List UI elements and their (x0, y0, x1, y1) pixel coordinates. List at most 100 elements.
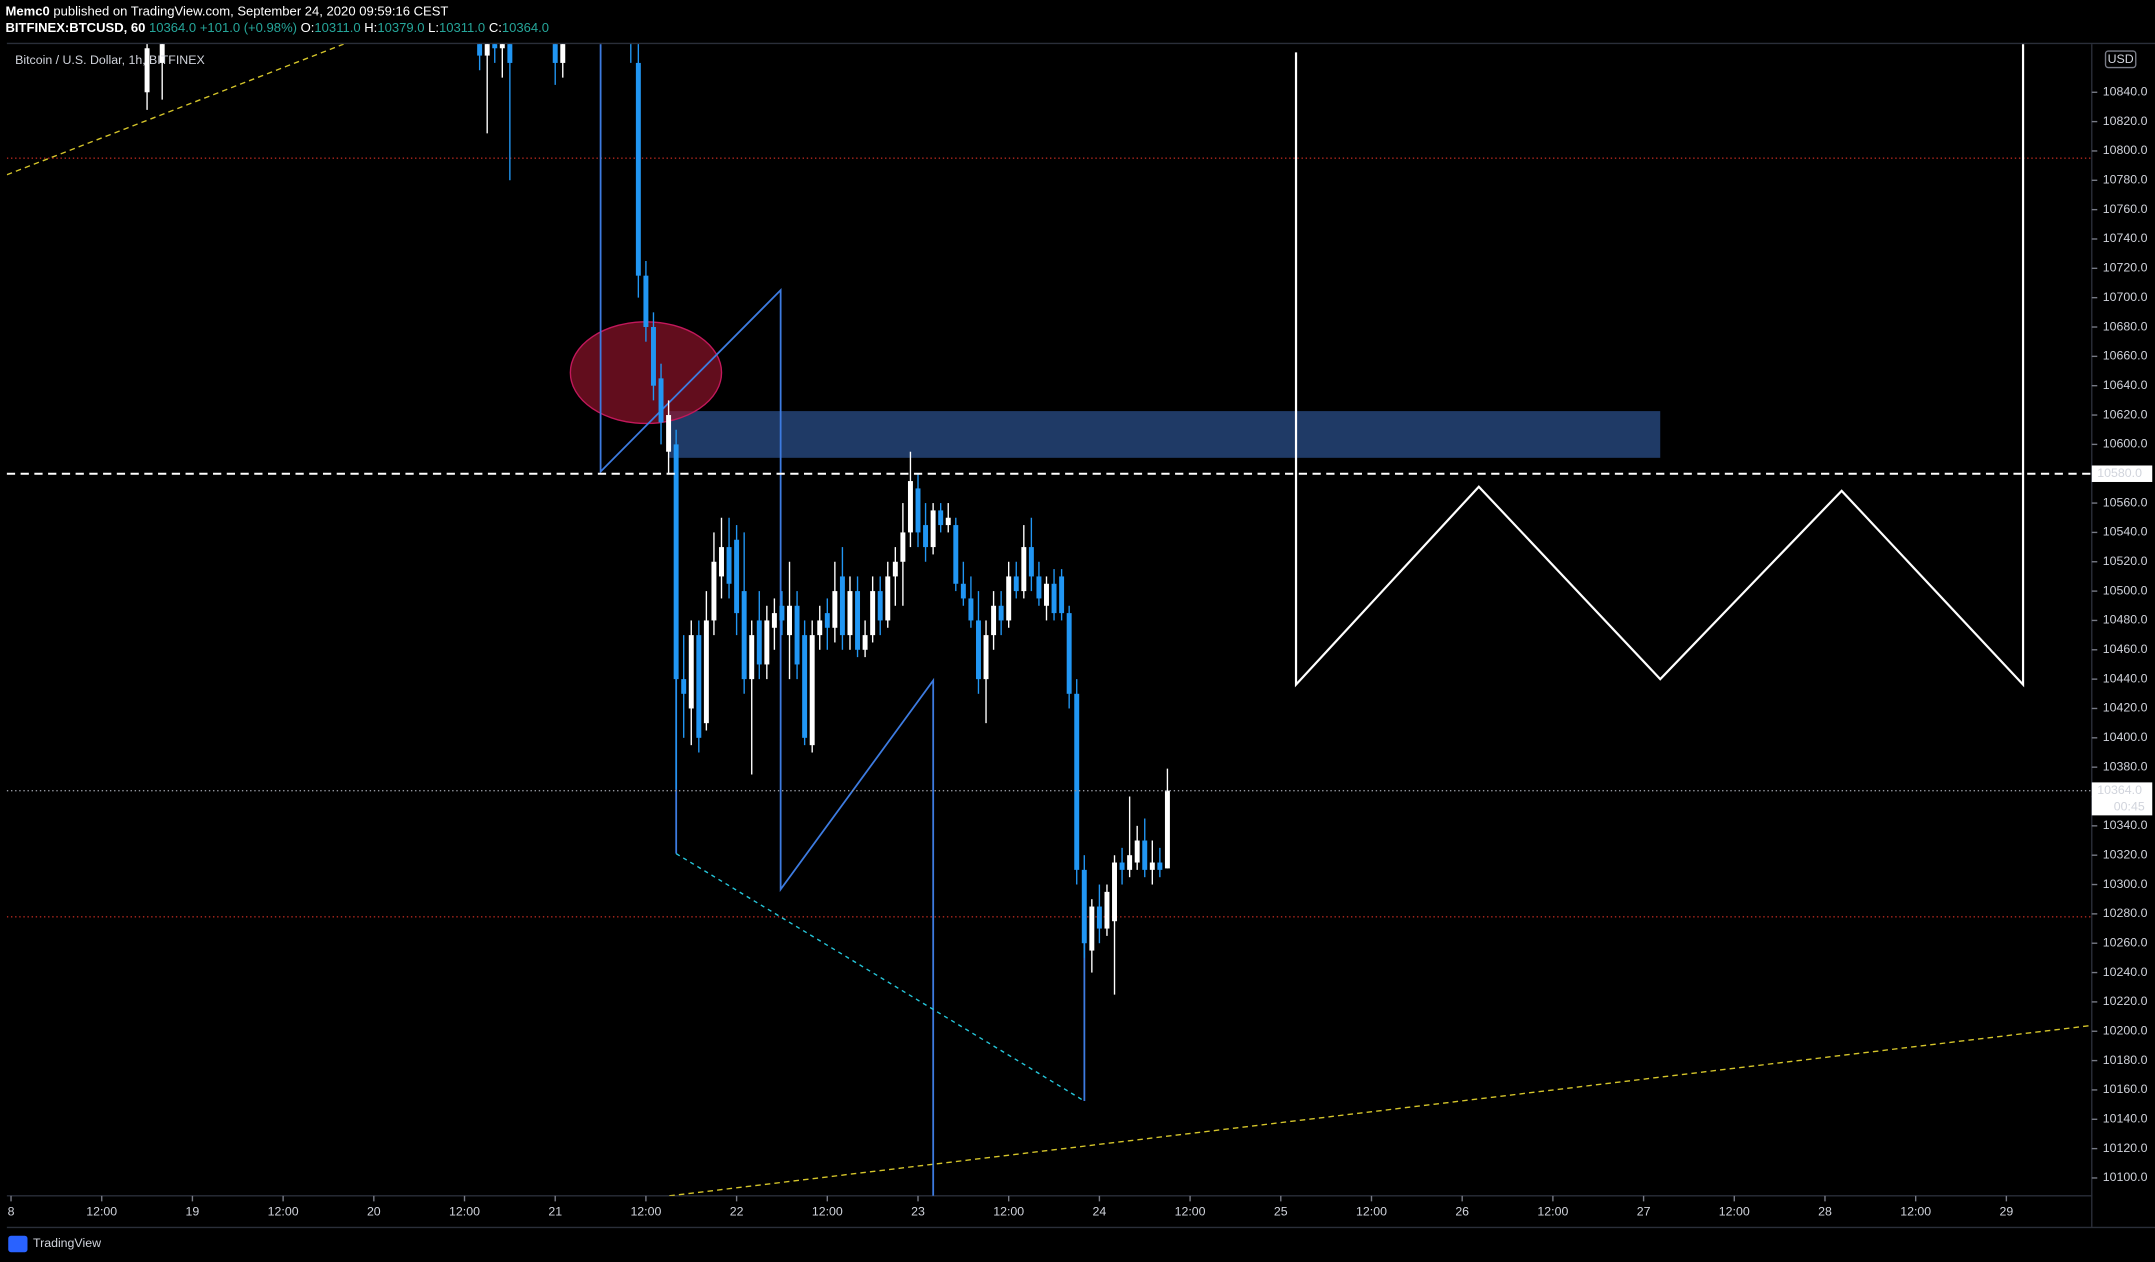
y-tick-label: 10100.0 (2103, 1170, 2148, 1184)
candle-body (923, 525, 929, 548)
candle-body (1096, 906, 1102, 929)
candle-body (484, 44, 490, 56)
candle-body (726, 547, 732, 584)
y-tick-label: 10640.0 (2103, 378, 2148, 392)
pattern-line (675, 853, 1085, 1102)
x-tick-label: 8 (8, 1205, 15, 1219)
candle-body (794, 605, 800, 665)
candle-body (817, 620, 823, 636)
candle-body (764, 620, 770, 665)
candle-body (1044, 583, 1049, 606)
ohlc-value: 10311.0 (439, 20, 485, 35)
y-tick-label: 10740.0 (2103, 231, 2148, 245)
candle-body (1127, 855, 1133, 870)
candle-body (643, 275, 649, 328)
trend-line (669, 1024, 2092, 1196)
y-tick-label: 10500.0 (2103, 583, 2148, 597)
candle-body (1081, 869, 1087, 944)
author: Memc0 (5, 4, 49, 19)
y-tick-label: 10160.0 (2103, 1082, 2148, 1096)
y-tick-label: 10340.0 (2103, 818, 2148, 832)
candle-body (1134, 840, 1140, 863)
logo (8, 1235, 28, 1253)
currency: USD (2108, 52, 2134, 66)
footer: TradingView (8, 1235, 101, 1253)
candle-body (877, 591, 883, 621)
candle-body (938, 510, 944, 526)
y-tick-label: 10260.0 (2103, 935, 2148, 949)
candle-body (991, 605, 997, 636)
x-tick-label: 12:00 (993, 1205, 1024, 1219)
candle-body (1028, 547, 1034, 577)
candle-body (499, 44, 505, 49)
y-tick-label: 10820.0 (2103, 114, 2148, 128)
candle-body (855, 591, 861, 650)
candle-body (779, 605, 785, 621)
candle-body (144, 48, 150, 93)
candle-body (1119, 862, 1125, 870)
candle-body (477, 44, 483, 56)
candle-body (839, 576, 845, 636)
x-tick-label: 24 (1093, 1205, 1107, 1219)
candle-body (719, 547, 724, 577)
y-tick-label: 10300.0 (2103, 877, 2148, 891)
price-line-label: 10580.0 (2097, 466, 2142, 480)
candle-body (907, 481, 913, 533)
y-tick-label: 10400.0 (2103, 730, 2148, 744)
x-tick-label: 12:00 (1719, 1205, 1750, 1219)
ohlc-label: H: (364, 20, 377, 35)
candle-body (749, 635, 755, 680)
y-tick-label: 10700.0 (2103, 290, 2148, 304)
candle-body (507, 44, 513, 63)
y-tick-label: 10460.0 (2103, 642, 2148, 656)
change: +101.0 (+0.98%) (200, 20, 297, 35)
candle-body (650, 327, 656, 386)
y-tick-label: 10660.0 (2103, 349, 2148, 363)
x-tick-label: 25 (1274, 1205, 1288, 1219)
candle-body (1074, 693, 1080, 870)
ohlc-label: O: (301, 20, 315, 35)
symbol-line: BITFINEX:BTCUSD, 60 10364.0 +101.0 (+0.9… (5, 20, 549, 35)
y-tick-label: 10840.0 (2103, 85, 2148, 99)
candle-body (552, 44, 558, 63)
currency-tag (2104, 50, 2137, 69)
candle-body (1059, 576, 1065, 614)
x-tick-label: 12:00 (630, 1205, 661, 1219)
y-tick-label: 10480.0 (2103, 613, 2148, 627)
candle-body (492, 44, 498, 49)
candle-body (741, 591, 747, 680)
last-price-label: 10364.0 (2097, 783, 2142, 797)
candle-body (1157, 862, 1163, 870)
candle-body (1036, 576, 1042, 599)
candle-body (756, 620, 762, 665)
candle-body (688, 635, 694, 709)
y-tick-label: 10560.0 (2103, 495, 2148, 509)
candle-body (1006, 576, 1012, 621)
y-tick-label: 10780.0 (2103, 173, 2148, 187)
candle-body (945, 517, 951, 526)
candle-body (1142, 840, 1148, 870)
header-line: Memc0 published on TradingView.com, Sept… (5, 4, 448, 19)
y-tick-label: 10320.0 (2103, 847, 2148, 861)
x-tick-label: 12:00 (1356, 1205, 1387, 1219)
candle-body (681, 679, 687, 694)
candle-body (1164, 790, 1170, 869)
candle-body (1112, 862, 1117, 922)
y-tick-label: 10380.0 (2103, 759, 2148, 773)
candle-body (870, 591, 876, 636)
candle-body (673, 444, 679, 680)
candle-body (711, 561, 717, 621)
x-tick-label: 12:00 (86, 1205, 117, 1219)
candle-body (658, 378, 664, 423)
candle-body (1149, 862, 1155, 870)
candle-body (960, 583, 966, 599)
y-tick-label: 10440.0 (2103, 671, 2148, 685)
y-tick-label: 10720.0 (2103, 261, 2148, 275)
y-tick-label: 10620.0 (2103, 407, 2148, 421)
ohlc-label: C: (489, 20, 502, 35)
candle-body (696, 635, 702, 738)
x-tick-label: 19 (186, 1205, 200, 1219)
x-tick-label: 12:00 (1537, 1205, 1568, 1219)
y-tick-label: 10140.0 (2103, 1112, 2148, 1126)
candle-body (1013, 576, 1019, 592)
